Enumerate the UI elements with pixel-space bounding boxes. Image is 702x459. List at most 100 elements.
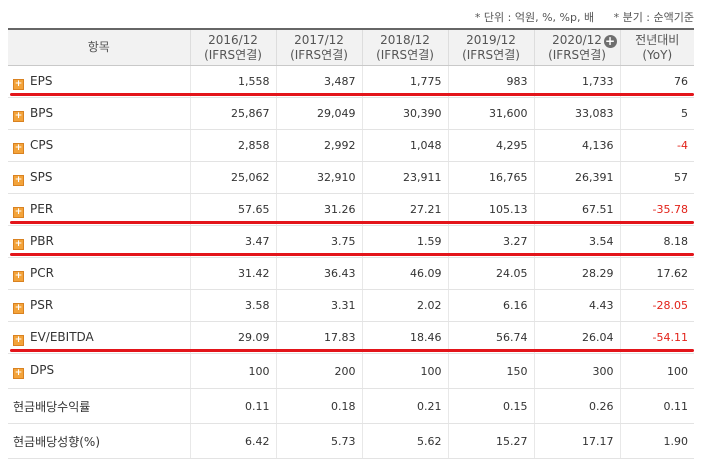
- header-year-label: 2017/12: [294, 32, 344, 47]
- header-year-label: 2018/12: [380, 32, 430, 47]
- yoy-cell: -28.05: [619, 289, 694, 322]
- value-cell: 3.31: [275, 289, 362, 322]
- table-row: + BPS 25,867 29,049 30,390 31,600 33,083 5: [8, 97, 694, 130]
- quarter-note-text: * 분기 : 순액기준: [613, 11, 694, 24]
- header-item: 항목: [8, 28, 190, 66]
- expand-icon[interactable]: +: [13, 174, 24, 186]
- row-label[interactable]: + CPS: [8, 129, 190, 162]
- value-cell: 2.02: [361, 289, 448, 322]
- row-label[interactable]: + PCR: [8, 257, 190, 290]
- value-cell: 2,992: [275, 129, 362, 162]
- value-cell: 0.15: [447, 388, 534, 424]
- value-cell: 3.47: [189, 225, 276, 258]
- table-row: + CPS 2,858 2,992 1,048 4,295 4,136 -4: [8, 129, 694, 162]
- value-cell: 1,775: [361, 65, 448, 98]
- row-label[interactable]: + SPS: [8, 161, 190, 194]
- value-cell: 0.18: [275, 388, 362, 424]
- table-row: 현금배당성향(%) 6.42 5.73 5.62 15.27 17.17 1.90: [8, 423, 694, 459]
- row-label: 현금배당성향(%): [8, 423, 190, 459]
- value-cell: 29.09: [189, 321, 276, 354]
- value-cell: 0.26: [533, 388, 620, 424]
- row-label-text: PER: [30, 201, 54, 216]
- expand-icon[interactable]: +: [13, 270, 24, 282]
- value-cell: 32,910: [275, 161, 362, 194]
- value-cell: 100: [361, 353, 448, 389]
- header-year-2017: 2017/12 (IFRS연결): [275, 28, 362, 66]
- expand-icon[interactable]: +: [13, 368, 24, 379]
- row-label[interactable]: + PER: [8, 193, 190, 226]
- header-basis-label: (IFRS연결): [376, 47, 434, 62]
- yoy-cell: 8.18: [619, 225, 694, 258]
- value-cell: 3.54: [533, 225, 620, 258]
- add-column-icon[interactable]: +: [603, 34, 617, 48]
- value-cell: 26.04: [533, 321, 620, 354]
- header-year-2020: 2020/12 (IFRS연결) +: [533, 28, 620, 66]
- row-label-text: PCR: [30, 265, 54, 280]
- expand-icon[interactable]: +: [13, 142, 24, 154]
- row-label[interactable]: + PSR: [8, 289, 190, 322]
- table-row: + DPS 100 200 100 150 300 100: [8, 353, 694, 389]
- yoy-cell: 17.62: [619, 257, 694, 290]
- expand-icon[interactable]: +: [13, 78, 24, 90]
- header-year-label: 2020/12: [552, 32, 602, 47]
- value-cell: 31.26: [275, 193, 362, 226]
- value-cell: 25,062: [189, 161, 276, 194]
- value-cell: 3.27: [447, 225, 534, 258]
- header-basis-label: (IFRS연결): [548, 47, 606, 62]
- value-cell: 36.43: [275, 257, 362, 290]
- row-label[interactable]: + BPS: [8, 97, 190, 130]
- row-label-text: EV/EBITDA: [30, 329, 94, 344]
- value-cell: 300: [533, 353, 620, 389]
- header-year-label: 2019/12: [466, 32, 516, 47]
- unit-note: * 단위 : 억원, %, %p, 배 * 분기 : 순액기준: [475, 9, 694, 25]
- value-cell: 46.09: [361, 257, 448, 290]
- value-cell: 27.21: [361, 193, 448, 226]
- value-cell: 18.46: [361, 321, 448, 354]
- value-cell: 6.16: [447, 289, 534, 322]
- value-cell: 56.74: [447, 321, 534, 354]
- value-cell: 3,487: [275, 65, 362, 98]
- row-label-text: PBR: [30, 233, 54, 248]
- highlight-line: [10, 253, 694, 256]
- value-cell: 1,558: [189, 65, 276, 98]
- table-row: + PBR 3.47 3.75 1.59 3.27 3.54 8.18: [8, 225, 694, 258]
- yoy-cell: -4: [619, 129, 694, 162]
- table-row: + PSR 3.58 3.31 2.02 6.16 4.43 -28.05: [8, 289, 694, 322]
- value-cell: 33,083: [533, 97, 620, 130]
- row-label[interactable]: + DPS: [8, 353, 190, 389]
- yoy-cell: 5: [619, 97, 694, 130]
- table-row: 현금배당수익률 0.11 0.18 0.21 0.15 0.26 0.11: [8, 388, 694, 424]
- highlight-line: [10, 221, 694, 224]
- yoy-cell: -35.78: [619, 193, 694, 226]
- row-label[interactable]: + EV/EBITDA: [8, 321, 190, 354]
- row-label[interactable]: + PBR: [8, 225, 190, 258]
- value-cell: 15.27: [447, 423, 534, 459]
- header-year-2019: 2019/12 (IFRS연결): [447, 28, 534, 66]
- value-cell: 4,136: [533, 129, 620, 162]
- value-cell: 2,858: [189, 129, 276, 162]
- value-cell: 25,867: [189, 97, 276, 130]
- row-label-text: BPS: [30, 105, 54, 120]
- table-row: + PER 57.65 31.26 27.21 105.13 67.51 -35.78: [8, 193, 694, 226]
- expand-icon[interactable]: +: [13, 334, 24, 346]
- header-year-2018: 2018/12 (IFRS연결): [361, 28, 448, 66]
- row-label: 현금배당수익률: [8, 388, 190, 424]
- value-cell: 105.13: [447, 193, 534, 226]
- value-cell: 0.21: [361, 388, 448, 424]
- value-cell: 23,911: [361, 161, 448, 194]
- value-cell: 4,295: [447, 129, 534, 162]
- value-cell: 26,391: [533, 161, 620, 194]
- value-cell: 5.62: [361, 423, 448, 459]
- header-basis-label: (IFRS연결): [462, 47, 520, 62]
- value-cell: 31,600: [447, 97, 534, 130]
- expand-icon[interactable]: +: [13, 238, 24, 250]
- value-cell: 150: [447, 353, 534, 389]
- expand-icon[interactable]: +: [13, 206, 24, 218]
- row-label[interactable]: + EPS: [8, 65, 190, 98]
- highlight-line: [10, 93, 694, 96]
- expand-icon[interactable]: +: [13, 302, 24, 314]
- row-label-text: 현금배당수익률: [13, 399, 91, 414]
- expand-icon[interactable]: +: [13, 110, 24, 122]
- header-basis-label: (IFRS연결): [204, 47, 262, 62]
- table-row: + EV/EBITDA 29.09 17.83 18.46 56.74 26.04 -54.1…: [8, 321, 694, 354]
